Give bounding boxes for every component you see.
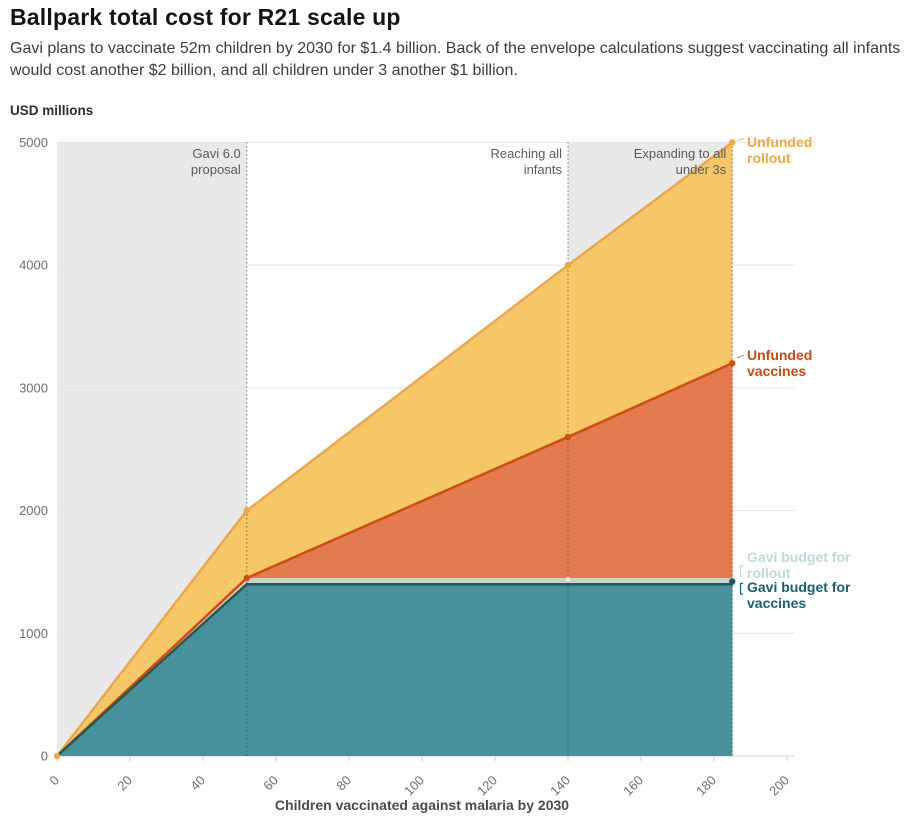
x-tick-label: 80 bbox=[333, 773, 354, 794]
line-unfunded-vaccines bbox=[55, 362, 734, 758]
series-label-unfunded-vaccines: Unfunded bbox=[747, 347, 812, 363]
x-tick-label: 160 bbox=[620, 773, 646, 799]
series-lines bbox=[55, 141, 734, 758]
x-tick-label: 20 bbox=[114, 773, 135, 794]
marker-gavi-budget-for-rollout bbox=[565, 577, 571, 583]
y-tick-label: 2000 bbox=[19, 503, 48, 518]
y-tick-label: 1000 bbox=[19, 626, 48, 641]
x-tick-label: 140 bbox=[547, 773, 573, 799]
x-ticks: 0 20 40 60 80 100 120 140 160 180 200 bbox=[46, 757, 792, 798]
x-tick-label: 200 bbox=[766, 773, 792, 799]
series-label-unfunded-rollout: Unfunded bbox=[747, 134, 812, 150]
series-label-gavi-budget-for-vaccines: Gavi budget for bbox=[747, 579, 851, 595]
rule-label: Gavi 6.0 bbox=[192, 146, 240, 161]
x-tick-label: 180 bbox=[693, 773, 719, 799]
marker-unfunded-vaccines bbox=[729, 360, 736, 367]
rule-label: Expanding to all bbox=[634, 146, 727, 161]
y-tick-label: 4000 bbox=[19, 258, 48, 273]
x-tick-label: 40 bbox=[187, 773, 208, 794]
series-areas bbox=[57, 142, 733, 756]
rule-label: Reaching all bbox=[490, 146, 562, 161]
y-tick-labels: 0 1000 2000 3000 4000 5000 bbox=[19, 135, 48, 764]
series-label-gavi-budget-for-rollout: rollout bbox=[747, 565, 791, 581]
x-tick-label: 60 bbox=[260, 773, 281, 794]
y-axis-title: USD millions bbox=[10, 103, 94, 118]
area-gavi-budget-for-vaccines bbox=[57, 584, 733, 756]
marker-unfunded-rollout bbox=[564, 261, 572, 269]
page-title: Ballpark total cost for R21 scale up bbox=[10, 4, 401, 30]
x-tick-label: 0 bbox=[46, 773, 62, 789]
label-connector bbox=[736, 137, 745, 142]
marker-unfunded-vaccines bbox=[243, 574, 250, 582]
marker-unfunded-rollout bbox=[53, 752, 61, 760]
series-label-gavi-budget-for-rollout: Gavi budget for bbox=[747, 549, 851, 565]
series-label-gavi-budget-for-vaccines: vaccines bbox=[747, 595, 806, 611]
line-unfunded-rollout bbox=[55, 141, 734, 758]
x-axis-title: Children vaccinated against malaria by 2… bbox=[274, 797, 570, 813]
series-markers bbox=[53, 139, 736, 760]
label-connector bbox=[739, 582, 743, 595]
label-connector bbox=[739, 565, 743, 577]
label-connector bbox=[736, 354, 745, 359]
x-tick-label: 120 bbox=[474, 773, 500, 799]
x-tick-label: 100 bbox=[401, 773, 427, 799]
rule-label: infants bbox=[524, 162, 563, 177]
chart-subtitle: Gavi plans to vaccinate 52m children by … bbox=[10, 40, 901, 80]
series-label-unfunded-rollout: rollout bbox=[747, 150, 791, 166]
y-tick-label: 3000 bbox=[19, 380, 48, 395]
rule-label: proposal bbox=[191, 162, 241, 177]
marker-unfunded-vaccines bbox=[564, 433, 572, 441]
line-gavi-budget-for-vaccines bbox=[55, 582, 734, 758]
y-tick-label: 0 bbox=[41, 749, 48, 764]
marker-unfunded-rollout bbox=[243, 507, 250, 514]
marker-unfunded-rollout bbox=[729, 139, 736, 146]
marker-gavi-budget-for-vaccines bbox=[729, 578, 736, 585]
y-tick-label: 5000 bbox=[19, 135, 48, 150]
series-label-unfunded-vaccines: vaccines bbox=[747, 363, 806, 379]
rule-label: under 3s bbox=[676, 162, 727, 177]
